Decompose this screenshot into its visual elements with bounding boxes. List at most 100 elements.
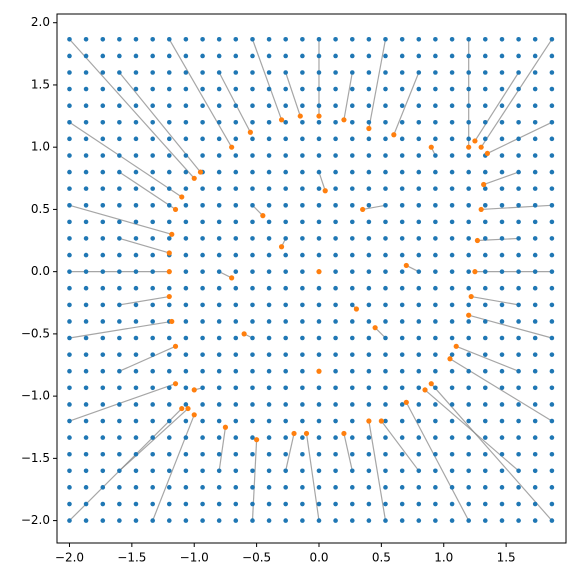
grid-point xyxy=(482,136,488,142)
grid-point xyxy=(416,53,422,59)
grid-point xyxy=(366,236,372,241)
grid-point xyxy=(366,119,372,125)
grid-point xyxy=(183,86,189,92)
grid-point xyxy=(133,269,139,274)
grid-point xyxy=(366,518,372,523)
grid-point xyxy=(250,169,255,175)
grid-point xyxy=(283,418,288,424)
grid-point xyxy=(482,352,488,357)
grid-point xyxy=(433,136,438,142)
grid-point xyxy=(466,252,471,258)
grid-point xyxy=(300,435,305,440)
grid-point xyxy=(183,285,189,291)
grid-point xyxy=(516,103,521,109)
grid-point xyxy=(150,186,155,191)
grid-point xyxy=(283,153,288,158)
grid-point xyxy=(166,203,172,208)
grid-point xyxy=(183,451,189,457)
grid-point xyxy=(482,103,488,109)
grid-point xyxy=(233,319,239,324)
grid-point xyxy=(166,285,172,291)
grid-point xyxy=(333,219,338,225)
grid-point xyxy=(300,269,305,274)
mapped-point xyxy=(260,213,266,219)
grid-point xyxy=(433,153,438,158)
grid-point xyxy=(300,335,305,341)
grid-point xyxy=(100,269,106,274)
grid-point xyxy=(499,435,505,440)
grid-point xyxy=(67,36,72,42)
grid-point xyxy=(466,119,471,125)
grid-point xyxy=(449,368,455,374)
grid-point xyxy=(466,518,471,523)
grid-point xyxy=(449,518,455,523)
grid-point xyxy=(183,468,189,474)
grid-point xyxy=(266,435,272,440)
grid-point xyxy=(166,451,172,457)
grid-point xyxy=(433,468,438,474)
grid-point xyxy=(333,335,338,341)
grid-point xyxy=(349,468,355,474)
grid-point xyxy=(433,86,438,92)
grid-point xyxy=(166,153,172,158)
grid-point xyxy=(266,70,272,75)
displacement-line xyxy=(343,433,353,471)
grid-point xyxy=(83,236,89,241)
grid-point xyxy=(532,203,538,208)
grid-point xyxy=(250,335,255,341)
grid-point xyxy=(83,186,89,191)
y-tick-label: −1.0 xyxy=(21,389,50,403)
mapped-point xyxy=(453,343,459,349)
grid-point xyxy=(216,236,222,241)
grid-point xyxy=(549,352,555,357)
grid-point xyxy=(499,36,505,42)
grid-point xyxy=(233,103,239,109)
grid-point xyxy=(233,186,239,191)
grid-point xyxy=(150,269,155,274)
grid-point xyxy=(216,186,222,191)
grid-point xyxy=(250,302,255,308)
grid-point xyxy=(433,203,438,208)
grid-point xyxy=(200,153,205,158)
grid-point xyxy=(532,53,538,59)
mapped-point xyxy=(297,113,303,119)
grid-point xyxy=(133,103,139,109)
grid-point xyxy=(183,70,189,75)
grid-point xyxy=(300,203,305,208)
grid-point xyxy=(366,103,372,109)
grid-point xyxy=(216,385,222,391)
grid-point xyxy=(399,252,405,258)
grid-point xyxy=(67,435,72,440)
grid-point xyxy=(433,402,438,407)
mapped-point xyxy=(291,430,297,437)
grid-point xyxy=(516,219,521,225)
grid-point xyxy=(67,518,72,523)
grid-point xyxy=(316,468,322,474)
mapped-point xyxy=(422,387,428,393)
grid-point xyxy=(532,385,538,391)
grid-point xyxy=(83,53,89,59)
grid-point xyxy=(117,86,122,92)
grid-point xyxy=(283,252,288,258)
displacement-line xyxy=(119,295,170,306)
displacement-line xyxy=(474,72,520,142)
grid-point xyxy=(200,136,205,142)
grid-point xyxy=(266,468,272,474)
grid-point xyxy=(166,518,172,523)
grid-point xyxy=(83,501,89,507)
mapped-point xyxy=(403,262,409,269)
mapped-point xyxy=(484,150,491,157)
grid-point xyxy=(549,252,555,258)
grid-point xyxy=(466,53,471,59)
grid-point xyxy=(349,402,355,407)
grid-point xyxy=(549,435,555,440)
grid-point xyxy=(83,136,89,142)
grid-point xyxy=(316,103,322,109)
grid-point xyxy=(399,169,405,175)
grid-point xyxy=(200,236,205,241)
grid-point xyxy=(67,468,72,474)
mapped-point xyxy=(372,325,378,331)
grid-point xyxy=(100,368,106,374)
grid-point xyxy=(316,236,322,241)
grid-point xyxy=(532,501,538,507)
